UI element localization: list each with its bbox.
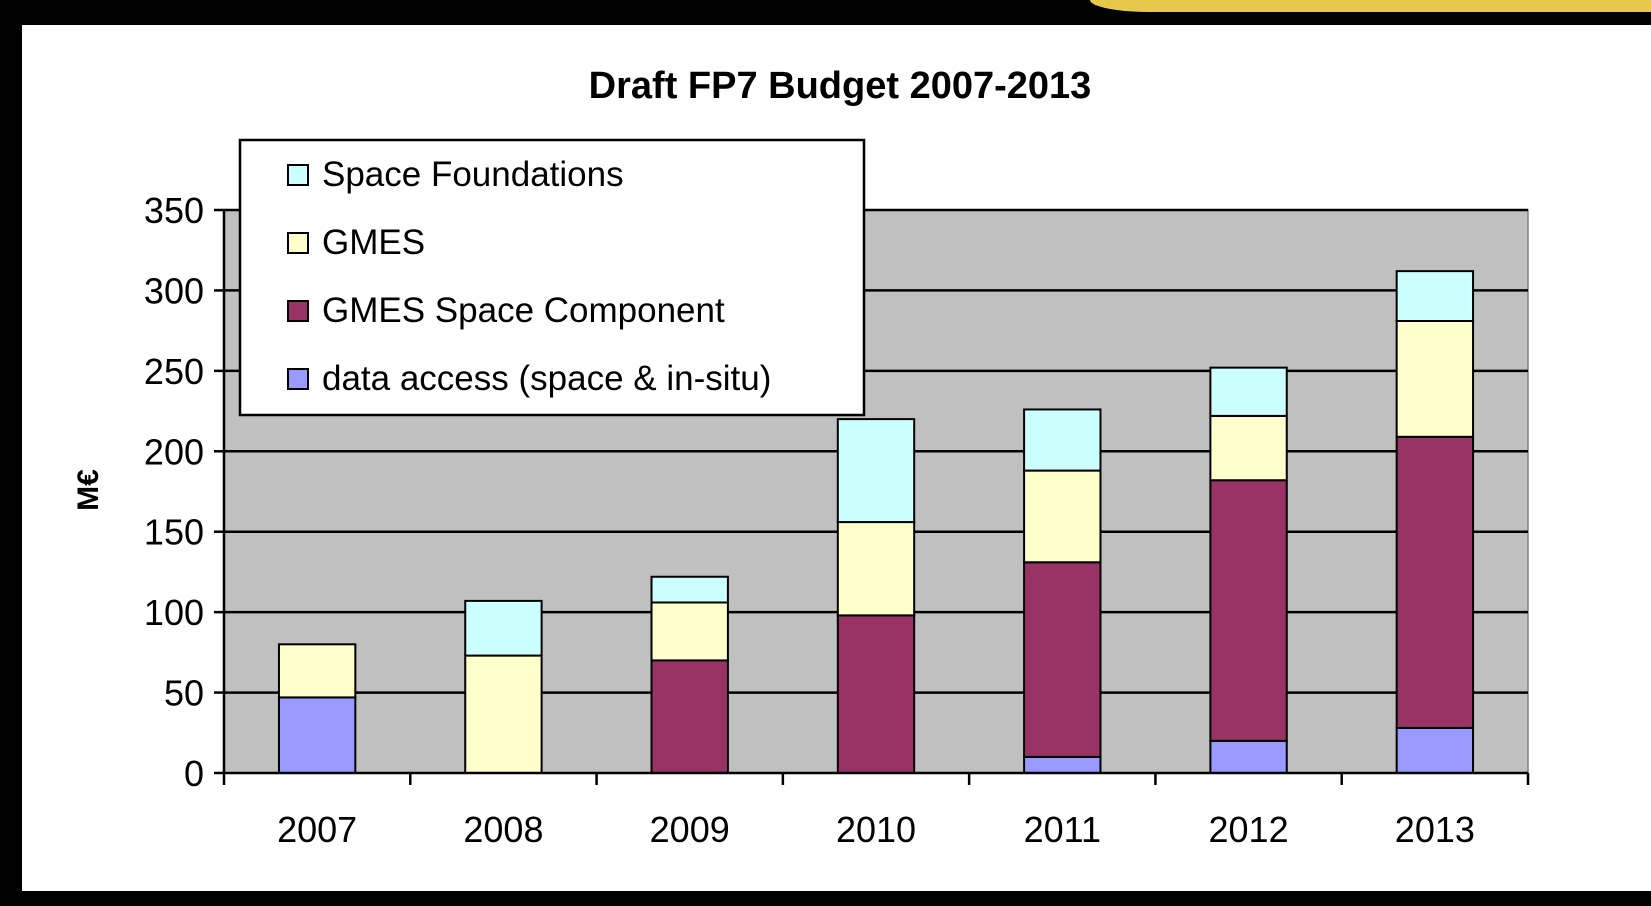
- legend-swatch: [287, 300, 309, 322]
- plot-area: [222, 208, 1529, 775]
- legend-label: Space Foundations: [322, 155, 624, 194]
- bar-segment: [464, 599, 543, 657]
- bar-segment: [1023, 561, 1102, 758]
- bar-segment: [836, 614, 916, 774]
- x-tick-label: 2010: [836, 809, 916, 850]
- bar-segment: [650, 575, 729, 604]
- bar-segment: [1395, 270, 1475, 322]
- y-axis: 0 50 100 150 200 250 300 350: [144, 190, 224, 794]
- legend-box: [238, 138, 866, 417]
- x-tick-label: 2013: [1395, 809, 1475, 850]
- bar-segment: [836, 521, 916, 617]
- bar-segment: [1209, 479, 1288, 742]
- bar-segment: [277, 696, 357, 775]
- y-axis-label: M€: [72, 469, 105, 511]
- bar-segment: [836, 418, 916, 524]
- x-tick-label: 2009: [650, 809, 730, 850]
- y-tick-label: 50: [164, 673, 204, 714]
- y-tick-label: 300: [144, 270, 204, 311]
- x-axis: 2007 2008 2009 2010 2011 2012 2013: [222, 773, 1530, 850]
- y-tick-label: 150: [144, 512, 204, 553]
- y-tick-label: 0: [184, 753, 204, 794]
- x-tick-label: 2012: [1209, 809, 1289, 850]
- legend-label: data access (space & in-situ): [322, 359, 771, 398]
- bar-segment: [650, 659, 729, 775]
- y-tick-label: 350: [144, 190, 204, 231]
- y-tick-label: 200: [144, 431, 204, 472]
- legend-swatch: [287, 232, 309, 254]
- chart-title: Draft FP7 Budget 2007-2013: [589, 65, 1092, 107]
- bar-segment: [1395, 726, 1475, 775]
- bar-segment: [464, 654, 543, 774]
- legend: Space Foundations GMES GMES Space Componen…: [238, 138, 866, 417]
- bar-segment: [1023, 469, 1102, 564]
- x-tick-label: 2007: [277, 809, 357, 850]
- y-tick-label: 250: [144, 351, 204, 392]
- legend-swatch: [287, 368, 309, 390]
- legend-swatch: [287, 164, 309, 186]
- bar-segment: [1209, 414, 1288, 482]
- bar-segment: [1395, 435, 1475, 729]
- x-tick-label: 2011: [1024, 809, 1101, 850]
- bar-segment: [1209, 366, 1288, 417]
- bar-segment: [1209, 739, 1288, 774]
- bar-segment: [277, 643, 357, 699]
- bar-segment: [1395, 319, 1475, 438]
- corner-accent: [1090, 0, 1651, 12]
- y-tick-label: 100: [144, 592, 204, 633]
- bar-segment: [650, 601, 729, 662]
- bar-segment: [1023, 755, 1102, 775]
- x-tick-label: 2008: [463, 809, 543, 850]
- legend-label: GMES: [322, 223, 425, 262]
- bar-segment: [1023, 408, 1102, 472]
- legend-label: GMES Space Component: [322, 291, 725, 330]
